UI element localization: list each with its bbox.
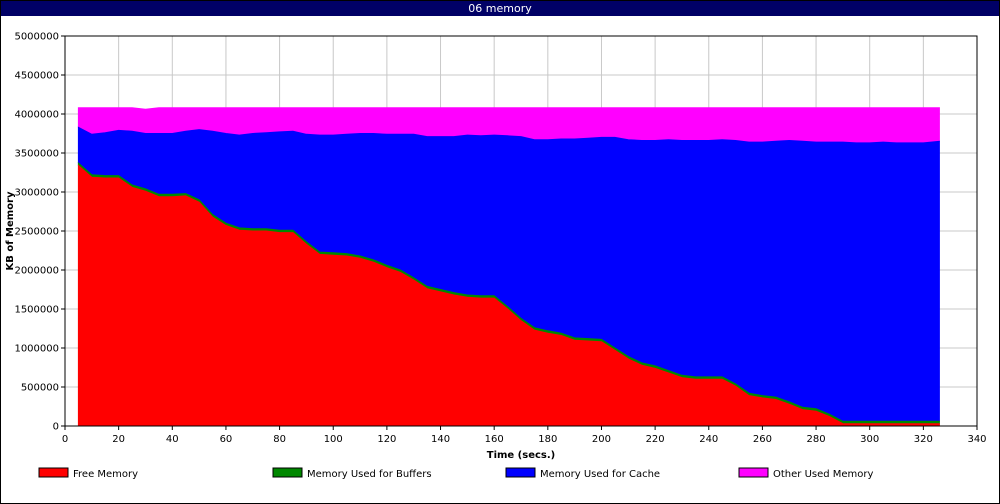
y-tick-label: 500000 bbox=[21, 383, 59, 394]
y-tick-label: 1000000 bbox=[14, 344, 59, 355]
x-tick-label: 220 bbox=[646, 434, 665, 445]
legend-label: Memory Used for Buffers bbox=[307, 469, 432, 480]
y-tick-label: 2500000 bbox=[14, 227, 59, 238]
legend-swatch bbox=[505, 467, 536, 478]
y-tick-label: 4500000 bbox=[14, 71, 59, 82]
x-tick-label: 100 bbox=[324, 434, 343, 445]
legend-item-memory-used-for-cache: Memory Used for Cache bbox=[505, 467, 660, 480]
y-tick-label: 5000000 bbox=[14, 32, 59, 43]
x-tick-label: 260 bbox=[753, 434, 772, 445]
x-tick-label: 180 bbox=[538, 434, 557, 445]
x-tick-label: 200 bbox=[592, 434, 611, 445]
x-axis-ticks: 0 20 40 60 80 100 120 140 160 180 200 220 240 260 280 3… bbox=[62, 426, 987, 445]
x-axis-title: Time (secs.) bbox=[487, 450, 556, 461]
y-tick-label: 1500000 bbox=[14, 305, 59, 316]
legend-label: Free Memory bbox=[73, 469, 138, 480]
x-tick-label: 80 bbox=[273, 434, 286, 445]
x-tick-label: 120 bbox=[377, 434, 396, 445]
y-axis-title: KB of Memory bbox=[5, 191, 16, 271]
y-tick-label: 3500000 bbox=[14, 149, 59, 160]
y-axis-ticks: 0 500000 1000000 1500000 2000000 2500000 30000… bbox=[14, 32, 65, 433]
x-tick-label: 0 bbox=[62, 434, 68, 445]
legend: Free Memory Memory Used for Buffers Memory… bbox=[38, 467, 874, 480]
x-tick-label: 140 bbox=[431, 434, 450, 445]
legend-swatch bbox=[38, 467, 69, 478]
x-tick-label: 240 bbox=[699, 434, 718, 445]
x-tick-label: 340 bbox=[967, 434, 986, 445]
y-tick-label: 2000000 bbox=[14, 266, 59, 277]
x-tick-label: 160 bbox=[485, 434, 504, 445]
legend-item-free-memory: Free Memory bbox=[38, 467, 138, 480]
legend-label: Other Used Memory bbox=[773, 469, 874, 480]
y-tick-label: 3000000 bbox=[14, 188, 59, 199]
x-tick-label: 320 bbox=[914, 434, 933, 445]
y-tick-label: 4000000 bbox=[14, 110, 59, 121]
window-title: 06 memory bbox=[1, 1, 999, 16]
y-tick-label: 0 bbox=[53, 422, 59, 433]
x-tick-label: 60 bbox=[220, 434, 233, 445]
x-tick-label: 280 bbox=[807, 434, 826, 445]
legend-item-other-used-memory: Other Used Memory bbox=[738, 467, 874, 480]
legend-swatch bbox=[272, 467, 303, 478]
legend-item-memory-used-for-buffers: Memory Used for Buffers bbox=[272, 467, 432, 480]
x-tick-label: 40 bbox=[166, 434, 179, 445]
x-tick-label: 300 bbox=[860, 434, 879, 445]
area-series-group bbox=[77, 107, 940, 427]
legend-label: Memory Used for Cache bbox=[540, 469, 660, 480]
legend-swatch bbox=[738, 467, 769, 478]
x-tick-label: 20 bbox=[112, 434, 125, 445]
